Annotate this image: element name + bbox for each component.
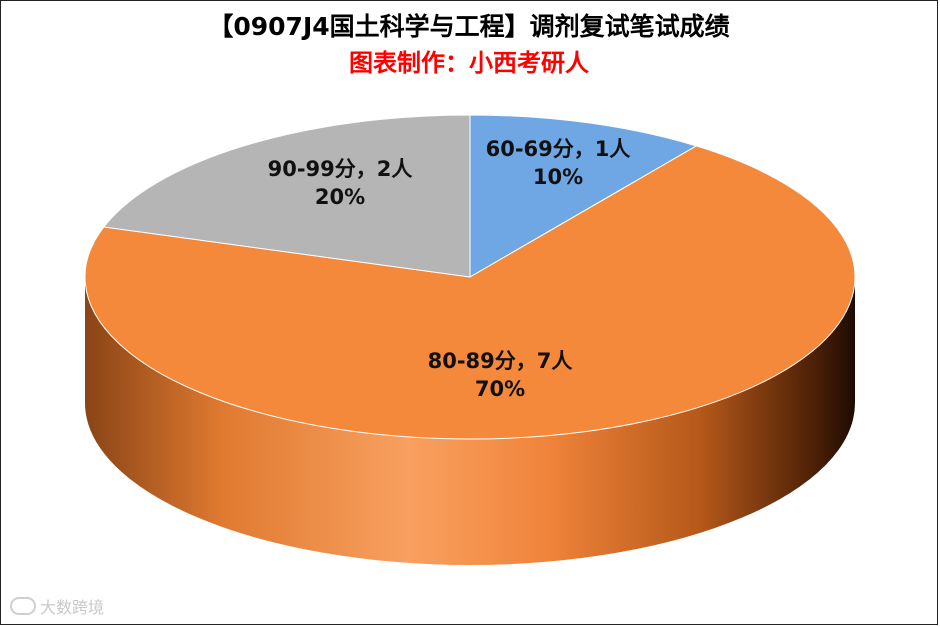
pie-slice-80-89 — [84, 145, 856, 440]
slice-label-name: 60-69分，1人 — [486, 137, 631, 161]
watermark: 大数跨境 — [10, 597, 104, 618]
slice-label-90-99: 90-99分，2人 20% — [268, 157, 413, 209]
pie-side-wall — [85, 277, 855, 565]
pie-slice-90-99 — [102, 114, 471, 278]
slice-label-80-89: 80-89分，7人 70% — [428, 349, 573, 401]
slice-label-name: 90-99分，2人 — [268, 157, 413, 181]
slice-label-percent: 70% — [475, 377, 525, 401]
slice-label-percent: 10% — [533, 165, 583, 189]
watermark-logo-icon — [10, 597, 36, 615]
slice-label-name: 80-89分，7人 — [428, 349, 573, 373]
chart-subtitle: 图表制作：小西考研人 — [349, 49, 589, 77]
slice-label-percent: 20% — [315, 185, 365, 209]
chart-title: 【0907J4国土科学与工程】调剂复试笔试成绩 — [208, 12, 730, 41]
watermark-text: 大数跨境 — [40, 598, 105, 617]
slice-label-60-69: 60-69分，1人 10% — [486, 137, 631, 189]
pie-slice-60-69 — [469, 114, 698, 278]
